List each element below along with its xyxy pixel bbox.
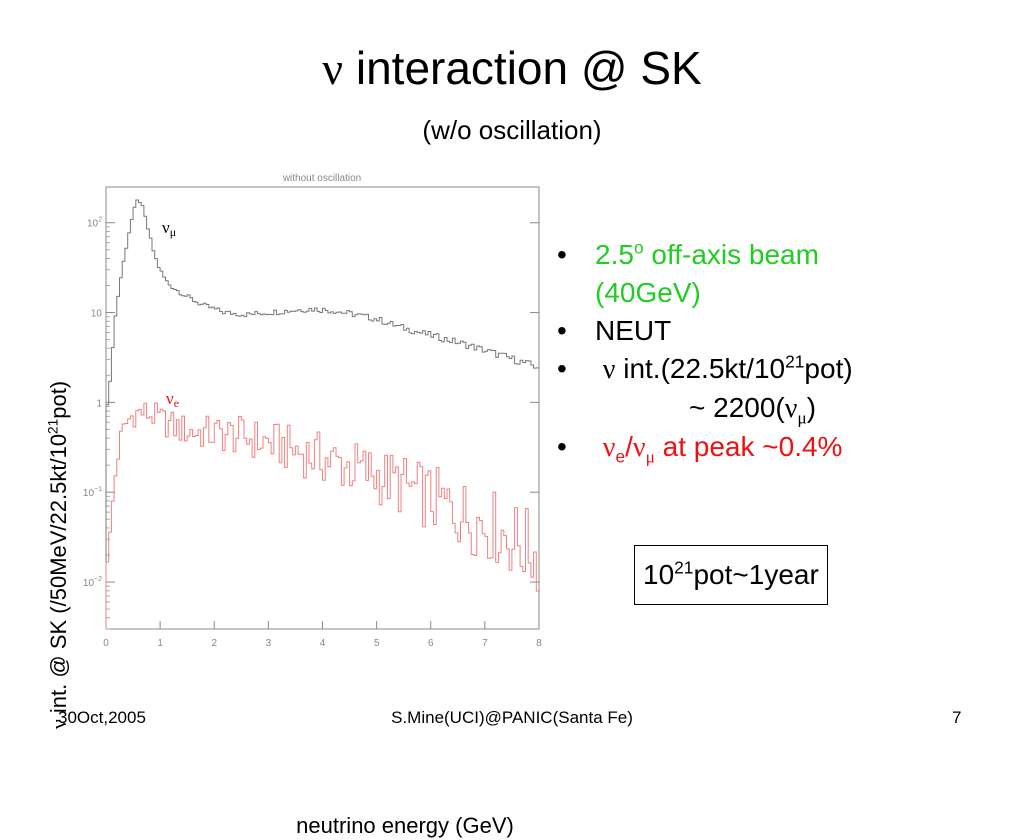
x-tick-label: 1	[157, 638, 163, 649]
beam-angle: 2.5	[595, 239, 634, 270]
x-tick-label: 8	[536, 638, 542, 649]
y-tick-label: 10−1	[83, 486, 102, 499]
interactions-text: int.(22.5kt/10	[615, 353, 786, 384]
numu-histogram-line	[105, 199, 539, 629]
title-nu-symbol: ν	[322, 43, 344, 94]
x-tick-label: 4	[320, 638, 326, 649]
footer-author: S.Mine(UCI)@PANIC(Santa Fe)	[391, 708, 633, 727]
footer-date: 30Oct,2005	[58, 708, 146, 727]
ratio-e: e	[615, 446, 626, 467]
beam-energy: (40GeV)	[595, 277, 701, 308]
count-mu: μ	[797, 408, 807, 428]
x-tick-label: 3	[266, 638, 272, 649]
bullet-beam: • 2.5o off-axis beam (40GeV)	[557, 236, 997, 312]
beam-desc: off-axis beam	[643, 239, 819, 270]
axis-ticks: 0 1 2 3 4 5 6 7 8 102 10 1 10−1 10−2	[83, 217, 542, 649]
x-tick-label: 5	[374, 638, 380, 649]
x-tick-label: 0	[103, 638, 109, 649]
box-sup: 21	[674, 557, 694, 578]
x-tick-label: 2	[211, 638, 217, 649]
ratio-nu-e: ν	[602, 432, 616, 463]
slide-subtitle: (w/o oscillation)	[422, 115, 602, 145]
histogram-chart: without oscillation 0 1 2 3 4 5 6 7 8 102 10 1 10−1 1…	[83, 173, 542, 649]
ylabel-text: int. @ SK (/50MeV/22.5kt/10	[46, 433, 71, 720]
numu-series-label: νμ	[162, 218, 176, 239]
title-text: interaction @ SK	[343, 42, 702, 94]
ratio-slash: /	[625, 431, 633, 462]
numu-label-main: ν	[162, 218, 170, 237]
nue-label-sub: e	[174, 396, 179, 410]
bullet-dot: •	[557, 353, 567, 384]
x-tick-label: 7	[482, 638, 488, 649]
y-tick-label: 1	[96, 398, 102, 409]
interactions-count: ~ 2200(νμ)	[557, 389, 997, 428]
bullet-dot: •	[557, 239, 567, 270]
series-lines	[105, 199, 539, 629]
box-text: pot~1year	[693, 559, 819, 590]
count-end: )	[806, 392, 817, 423]
ratio-mu: μ	[645, 447, 655, 467]
slide-title: ν interaction @ SK	[0, 42, 1024, 95]
nue-series-label: νe	[166, 389, 179, 410]
ratio-nu-mu: ν	[632, 432, 646, 463]
pot-year-box: 1021pot~1year	[634, 545, 828, 605]
x-tick-label: 6	[428, 638, 434, 649]
y-tick-label: 10	[91, 309, 103, 320]
beam-degree: o	[633, 237, 644, 258]
ylabel-end: pot)	[46, 380, 71, 419]
count-nu: ν	[784, 393, 798, 424]
ylabel-sup: 21	[45, 418, 61, 434]
ratio-text: at peak ~0.4%	[654, 431, 843, 462]
generator-name: NEUT	[595, 315, 672, 346]
chart-title: without oscillation	[282, 173, 361, 184]
bullet-interactions: • ν int.(22.5kt/1021pot)	[557, 350, 997, 389]
footer-page-number: 7	[952, 708, 962, 727]
nue-histogram-line	[105, 402, 539, 629]
histogram-panel: without oscillation 0 1 2 3 4 5 6 7 8 102 10 1 10−1 1…	[0, 160, 560, 838]
box-base: 10	[643, 559, 675, 590]
plot-frame	[105, 186, 540, 630]
interactions-end: pot)	[804, 353, 853, 384]
numu-label-sub: μ	[170, 225, 176, 239]
bullet-dot: •	[557, 315, 567, 346]
bullet-dot: •	[557, 431, 567, 462]
x-axis-label: neutrino energy (GeV)	[296, 813, 514, 838]
interactions-sup: 21	[785, 351, 805, 372]
count-text: ~ 2200(	[689, 392, 785, 423]
y-tick-label: 102	[87, 217, 102, 230]
y-tick-label: 10−2	[83, 576, 102, 589]
interactions-nu: ν	[602, 354, 616, 385]
bullet-ratio: • νe/νμ at peak ~0.4%	[557, 428, 997, 467]
bullet-generator: • NEUT	[557, 312, 997, 350]
bullet-list: • 2.5o off-axis beam (40GeV) • NEUT • ν …	[557, 236, 997, 467]
nue-label-main: ν	[166, 389, 174, 408]
